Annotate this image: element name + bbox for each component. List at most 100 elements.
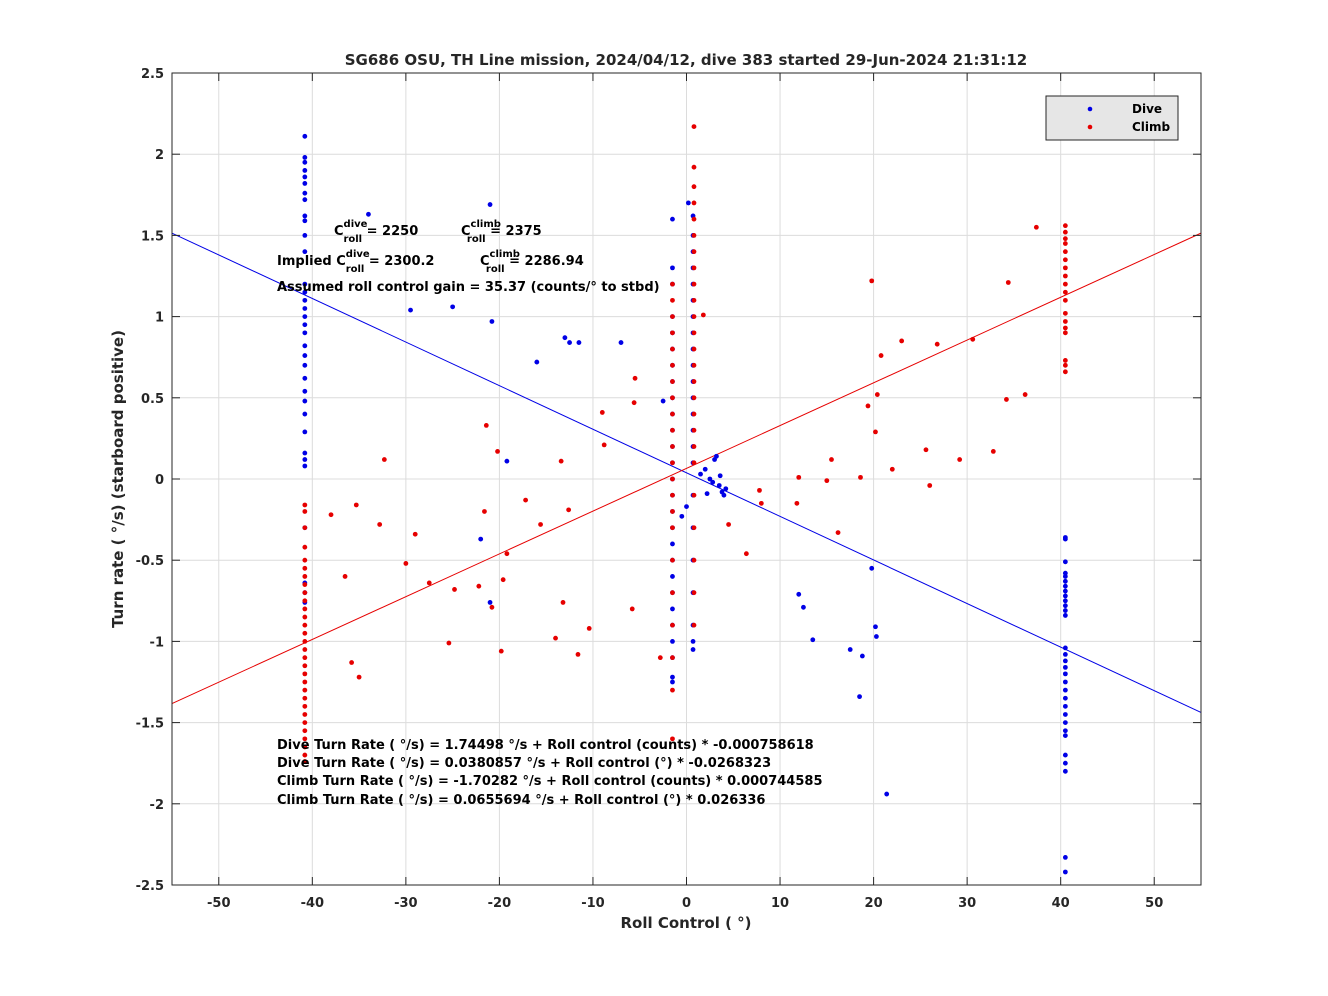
data-point: [302, 712, 308, 717]
data-point: [302, 168, 308, 173]
data-point: [957, 457, 963, 462]
y-tick-label: -2: [150, 798, 164, 813]
data-point: [691, 249, 697, 255]
data-point: [873, 634, 879, 639]
data-point: [670, 427, 675, 433]
data-point: [691, 346, 697, 352]
data-point: [691, 492, 697, 498]
data-point: [426, 580, 432, 586]
data-point: [1062, 325, 1068, 331]
data-point: [302, 155, 308, 160]
data-point: [1062, 598, 1068, 604]
data-point: [923, 447, 929, 453]
equation-dive-counts: Dive Turn Rate ( °/s) = 1.74498 °/s + Ro…: [277, 738, 814, 753]
data-point: [865, 403, 871, 409]
data-point: [670, 557, 675, 563]
data-point: [302, 159, 308, 165]
x-tick-label: 10: [771, 896, 789, 911]
y-tick-label: -1.5: [136, 717, 164, 732]
data-point: [302, 759, 308, 764]
data-point: [835, 530, 841, 535]
data-point: [1062, 869, 1068, 875]
data-point: [302, 181, 308, 186]
data-point: [810, 637, 816, 643]
data-point: [670, 314, 675, 319]
data-point: [302, 463, 308, 469]
data-point: [743, 551, 749, 557]
x-tick-label: -50: [207, 896, 231, 911]
legend-climb-marker: [1087, 124, 1093, 130]
data-point: [698, 471, 703, 477]
x-tick-label: 30: [958, 896, 976, 911]
y-tick-label: -2.5: [136, 879, 164, 894]
legend-climb-label: Climb: [1132, 120, 1171, 134]
data-point: [302, 411, 308, 417]
data-point: [691, 330, 697, 336]
data-point: [302, 703, 308, 709]
data-point: [714, 453, 719, 459]
data-point: [302, 525, 308, 531]
equation-climb-counts: Climb Turn Rate ( °/s) = -1.70282 °/s + …: [277, 774, 823, 789]
data-point: [302, 450, 308, 456]
data-point: [1062, 588, 1068, 594]
y-tick-label: 1.5: [141, 229, 164, 244]
data-point: [691, 297, 697, 303]
x-tick-label: -40: [301, 896, 325, 911]
data-point: [349, 660, 355, 665]
data-point: [1062, 281, 1068, 287]
data-point: [302, 565, 308, 571]
data-point: [302, 736, 308, 742]
data-point: [558, 458, 564, 464]
data-point: [670, 606, 675, 612]
y-tick-label: 2: [155, 148, 164, 163]
data-point: [970, 336, 976, 342]
data-point: [403, 561, 409, 566]
data-point: [1062, 854, 1068, 860]
c-climb-annotation: Cclimb roll = 2375: [461, 219, 542, 245]
data-point: [670, 216, 675, 222]
data-point: [631, 400, 637, 406]
data-point: [874, 392, 880, 397]
data-point: [670, 492, 675, 498]
data-point: [302, 574, 308, 579]
data-point: [632, 375, 638, 381]
implied-climb-annotation: Cclimb roll = 2286.94: [480, 249, 584, 275]
data-point: [691, 216, 697, 222]
data-point: [700, 312, 706, 318]
data-point: [869, 278, 875, 284]
data-point: [302, 590, 308, 596]
data-point: [1062, 265, 1068, 271]
data-point: [796, 591, 802, 597]
data-point: [629, 606, 635, 612]
data-point: [857, 694, 862, 700]
data-point: [801, 604, 806, 610]
equation-dive-degrees: Dive Turn Rate ( °/s) = 0.0380857 °/s + …: [277, 756, 771, 771]
x-tick-label: 40: [1052, 896, 1070, 911]
data-point: [302, 330, 308, 336]
data-point: [691, 124, 697, 129]
data-point: [717, 473, 723, 479]
data-point: [523, 497, 529, 503]
data-point: [302, 281, 308, 287]
y-tick-label: -0.5: [136, 554, 164, 569]
fit-line: [171, 232, 1202, 705]
data-point: [691, 184, 697, 190]
data-point: [670, 590, 675, 596]
data-point: [586, 626, 592, 631]
data-point: [302, 353, 308, 358]
y-axis-label: Turn rate ( °/s) (starboard positive): [109, 330, 127, 628]
data-point: [302, 343, 308, 349]
data-point: [1062, 330, 1068, 336]
data-point: [1062, 703, 1068, 709]
data-point: [878, 353, 884, 358]
data-point: [670, 444, 675, 449]
data-point: [873, 624, 878, 630]
data-point: [560, 600, 566, 605]
data-point: [487, 600, 493, 605]
data-point: [302, 598, 308, 604]
data-point: [670, 687, 675, 693]
data-point: [302, 388, 308, 394]
data-point: [824, 478, 830, 484]
climb-points: [302, 124, 1068, 764]
data-point: [562, 335, 568, 341]
